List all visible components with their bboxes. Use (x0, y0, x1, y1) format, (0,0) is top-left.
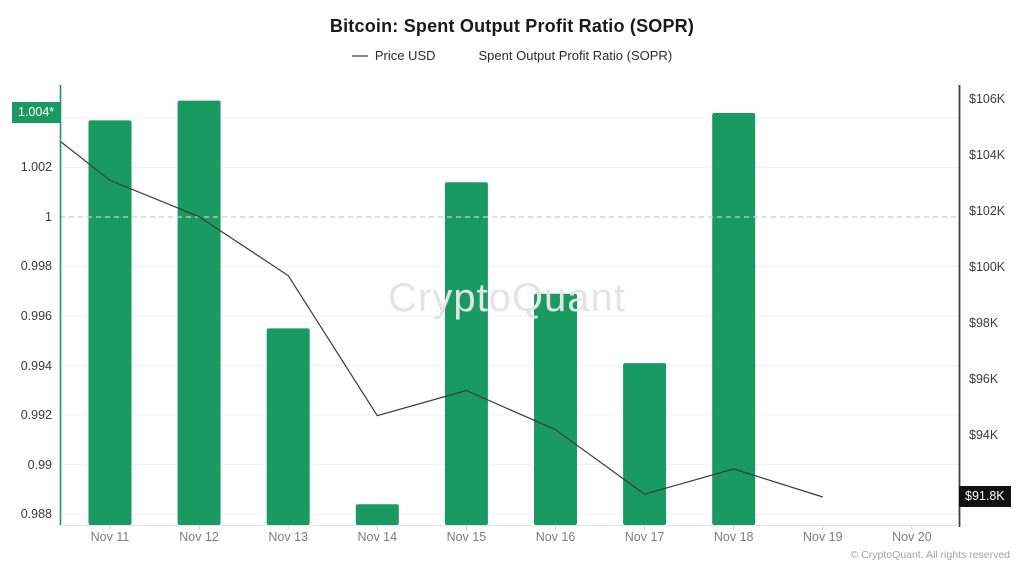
sopr-bar-nov-18[interactable] (712, 112, 756, 526)
sopr-bar-nov-14[interactable] (355, 504, 399, 525)
x-axis-label: Nov 14 (357, 530, 398, 544)
x-axis-label: Nov 17 (624, 530, 665, 544)
x-axis-label: Nov 16 (535, 530, 576, 544)
left-tick-label: 0.988 (20, 507, 52, 522)
left-tick-label: 0.994 (20, 358, 52, 373)
right-tick-label: $96K (969, 372, 999, 387)
price-current-value-badge: $91.8K (959, 485, 1011, 507)
right-tick-label: $94K (969, 428, 999, 443)
x-axis-label: Nov 15 (446, 530, 487, 544)
x-axis-label: Nov 13 (268, 530, 308, 544)
left-tick-label: 0.99 (27, 457, 52, 472)
right-tick-label: $104K (969, 148, 1006, 163)
right-tick-label: $98K (969, 316, 999, 331)
x-axis-label: Nov 11 (90, 530, 130, 544)
sopr-bar-nov-17[interactable] (623, 363, 667, 525)
sopr-bar-nov-16[interactable] (534, 293, 577, 525)
x-axis-label: Nov 19 (802, 530, 843, 544)
sopr-bar-nov-11[interactable] (88, 120, 132, 525)
left-tick-label: 0.998 (20, 259, 52, 274)
dot-marker-icon (460, 50, 472, 62)
sopr-bar-nov-13[interactable] (266, 328, 310, 525)
price-line (59, 140, 823, 498)
sopr-current-value-badge: 1.004* (12, 101, 61, 123)
line-marker-icon (351, 54, 368, 57)
left-tick-label: 1 (45, 209, 52, 224)
x-axis-label: Nov 12 (179, 530, 219, 544)
chart-legend: Price USD Spent Output Profit Ratio (SOP… (0, 48, 1024, 63)
right-tick-label: $102K (969, 204, 1006, 219)
legend-label-sopr: Spent Output Profit Ratio (SOPR) (478, 48, 673, 63)
chart-title: Bitcoin: Spent Output Profit Ratio (SOPR… (329, 16, 695, 36)
sopr-bar-nov-12[interactable] (177, 100, 221, 525)
sopr-bar-nov-15[interactable] (444, 182, 488, 526)
copyright-footer: © CryptoQuant. All rights reserved (850, 549, 1010, 561)
left-tick-label: 0.992 (20, 408, 52, 423)
legend-label-price: Price USD (374, 48, 436, 63)
right-tick-label: $106K (969, 92, 1006, 106)
x-axis-label: Nov 18 (713, 530, 754, 544)
right-tick-label: $100K (969, 260, 1006, 275)
legend-item-price-usd[interactable]: Price USD (351, 48, 436, 63)
x-axis-label: Nov 20 (892, 530, 932, 544)
left-tick-label: 1.002 (20, 160, 52, 175)
left-tick-label: 0.996 (20, 309, 52, 324)
legend-item-sopr[interactable]: Spent Output Profit Ratio (SOPR) (460, 48, 673, 63)
